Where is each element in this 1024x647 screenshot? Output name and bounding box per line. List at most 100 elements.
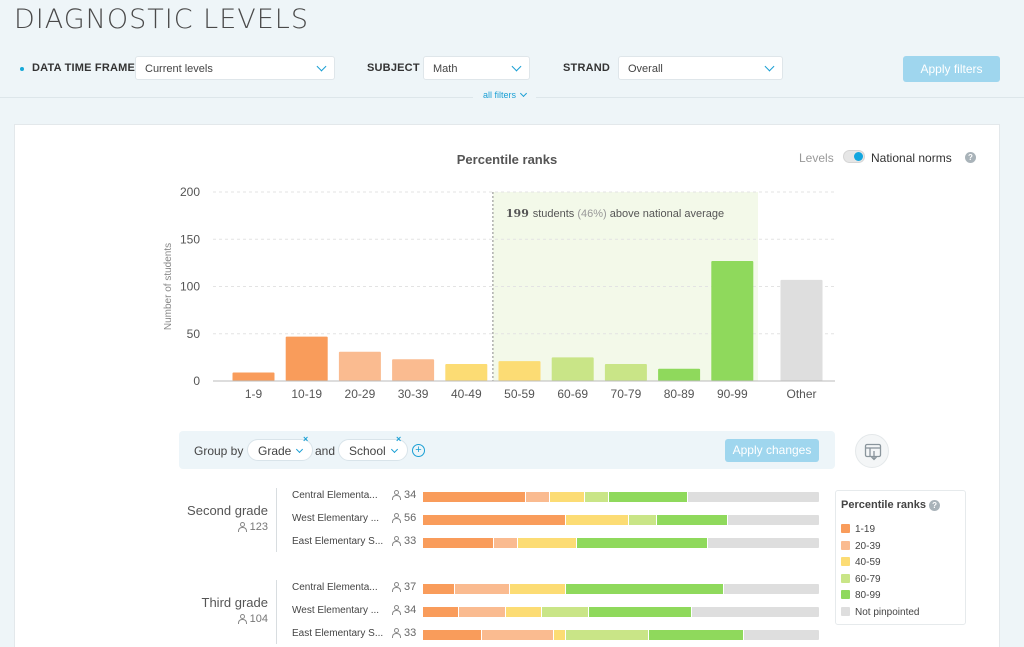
legend-label: 40-59 bbox=[855, 557, 881, 568]
add-group-icon[interactable]: + bbox=[412, 444, 425, 457]
bar-30-39 bbox=[392, 359, 435, 381]
segment-1-19 bbox=[423, 584, 455, 594]
chevron-down-icon bbox=[519, 89, 528, 98]
segment-40-59 bbox=[553, 630, 566, 640]
segment-20-39 bbox=[454, 584, 511, 594]
person-icon bbox=[392, 582, 401, 592]
segment-80-99 bbox=[589, 607, 693, 617]
segment-60-79 bbox=[628, 515, 657, 525]
y-tick-label: 0 bbox=[193, 374, 200, 388]
segment-60-79 bbox=[585, 492, 610, 502]
school-name[interactable]: Central Elementa... bbox=[292, 490, 378, 501]
bar-Other bbox=[780, 279, 823, 381]
remove-school-icon[interactable]: × bbox=[396, 434, 402, 444]
segment-60-79 bbox=[565, 630, 649, 640]
group-by-label: Group by bbox=[194, 444, 244, 458]
legend-panel: Percentile ranks ? 1-19 20-39 40-59 60-79 80… bbox=[835, 490, 966, 625]
grade-label: Third grade bbox=[201, 595, 268, 610]
bar-40-49 bbox=[445, 363, 488, 381]
segment-40-59 bbox=[518, 538, 578, 548]
toggle-left-label[interactable]: Levels bbox=[799, 151, 834, 165]
legend-swatch bbox=[841, 540, 850, 550]
distribution-bar[interactable] bbox=[423, 630, 819, 640]
strand-value: Overall bbox=[628, 63, 663, 75]
school-count: 37 bbox=[392, 581, 416, 593]
page-title: DIAGNOSTIC LEVELS bbox=[14, 4, 309, 35]
apply-changes-button[interactable]: Apply changes bbox=[725, 439, 819, 462]
apply-filters-button[interactable]: Apply filters bbox=[903, 56, 1000, 82]
segment-20-39 bbox=[482, 630, 554, 640]
chevron-down-icon bbox=[316, 61, 327, 72]
legend-item: 40-59 bbox=[841, 557, 881, 568]
y-tick-label: 100 bbox=[180, 280, 200, 294]
all-filters-label: all filters bbox=[483, 90, 517, 100]
distribution-bar[interactable] bbox=[423, 515, 819, 525]
segment-Not pinpointed bbox=[708, 538, 819, 548]
group-divider bbox=[276, 580, 277, 644]
legend-label: 80-99 bbox=[855, 590, 881, 601]
x-tick-label: 20-29 bbox=[345, 387, 376, 401]
all-filters-toggle[interactable]: all filters bbox=[473, 89, 537, 100]
bar-60-69 bbox=[551, 357, 594, 381]
timeframe-label: DATA TIME FRAME bbox=[32, 62, 136, 74]
distribution-bar[interactable] bbox=[423, 607, 819, 617]
x-tick-label: 70-79 bbox=[611, 387, 642, 401]
group-chip-school[interactable]: School bbox=[338, 439, 408, 461]
subject-select[interactable]: Math bbox=[423, 56, 530, 80]
segment-Not pinpointed bbox=[743, 630, 819, 640]
view-toggle-switch[interactable] bbox=[843, 150, 865, 163]
segment-80-99 bbox=[656, 515, 728, 525]
toggle-right-label[interactable]: National norms bbox=[871, 151, 952, 165]
strand-label: STRAND bbox=[563, 62, 611, 74]
distribution-bar[interactable] bbox=[423, 538, 819, 548]
segment-Not pinpointed bbox=[727, 515, 819, 525]
school-name[interactable]: West Elementary ... bbox=[292, 513, 380, 524]
distribution-bar[interactable] bbox=[423, 492, 819, 502]
x-tick-label: 30-39 bbox=[398, 387, 429, 401]
segment-40-59 bbox=[510, 584, 566, 594]
bar-50-59 bbox=[498, 361, 541, 381]
segment-40-59 bbox=[549, 492, 586, 502]
legend-label: 1-19 bbox=[855, 524, 876, 535]
timeframe-select[interactable]: Current levels bbox=[135, 56, 335, 80]
chevron-down-icon bbox=[390, 445, 398, 454]
strand-select[interactable]: Overall bbox=[618, 56, 783, 80]
highlight-annotation: 199 students (46%) above national averag… bbox=[506, 207, 724, 220]
person-icon bbox=[392, 536, 401, 546]
percentile-bar-chart: 0 50 100 150 200 Number of students 1-9 10-19 20… bbox=[163, 185, 835, 401]
remove-grade-icon[interactable]: × bbox=[303, 434, 309, 444]
help-icon[interactable]: ? bbox=[965, 152, 976, 163]
school-name[interactable]: West Elementary ... bbox=[292, 605, 380, 616]
legend-title: Percentile ranks ? bbox=[841, 499, 941, 511]
export-icon bbox=[864, 443, 882, 461]
x-tick-label: 50-59 bbox=[504, 387, 535, 401]
segment-1-19 bbox=[423, 607, 459, 617]
segment-20-39 bbox=[458, 607, 507, 617]
school-name[interactable]: Central Elementa... bbox=[292, 582, 378, 593]
segment-1-19 bbox=[423, 538, 495, 548]
segment-1-19 bbox=[423, 515, 566, 525]
x-tick-label: 60-69 bbox=[557, 387, 588, 401]
segment-80-99 bbox=[577, 538, 709, 548]
distribution-bar[interactable] bbox=[423, 584, 819, 594]
segment-Not pinpointed bbox=[692, 607, 819, 617]
x-tick-label: 40-49 bbox=[451, 387, 482, 401]
help-icon[interactable]: ? bbox=[929, 500, 941, 511]
person-icon bbox=[392, 628, 401, 638]
export-button[interactable] bbox=[855, 434, 889, 468]
chevron-down-icon bbox=[296, 445, 304, 454]
person-icon bbox=[392, 490, 401, 500]
segment-1-19 bbox=[423, 630, 483, 640]
person-icon bbox=[237, 614, 247, 624]
school-count: 34 bbox=[392, 489, 416, 501]
school-name[interactable]: East Elementary S... bbox=[292, 536, 384, 547]
bar-70-79 bbox=[604, 363, 647, 381]
school-name[interactable]: East Elementary S... bbox=[292, 628, 384, 639]
group-chip-grade[interactable]: Grade bbox=[247, 439, 314, 461]
x-tick-label: 80-89 bbox=[664, 387, 695, 401]
y-tick-label: 200 bbox=[180, 185, 200, 199]
segment-20-39 bbox=[525, 492, 550, 502]
legend-label: Not pinpointed bbox=[855, 606, 920, 618]
subject-label: SUBJECT bbox=[367, 62, 420, 74]
segment-40-59 bbox=[506, 607, 542, 617]
